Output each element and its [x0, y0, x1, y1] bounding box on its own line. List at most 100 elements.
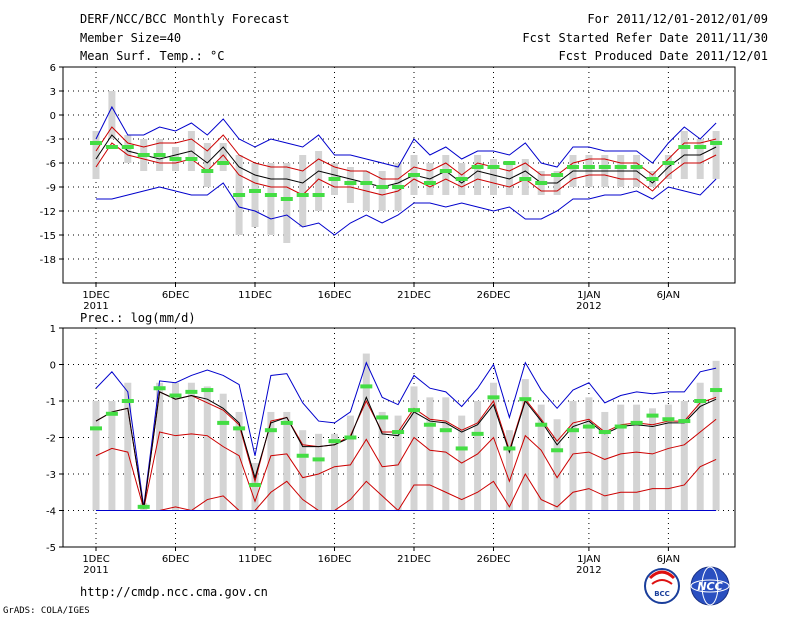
temp-xtick-label: 1JAN — [577, 290, 600, 301]
prec-member-bar — [537, 404, 545, 511]
prec-xtick-label: 21DEC — [397, 554, 431, 565]
prec-series-upper — [95, 391, 717, 509]
prec-observed-marker — [90, 426, 102, 431]
member-size: Member Size=40 — [80, 31, 182, 45]
temp-observed-marker — [137, 153, 150, 157]
prec-ytick-label: -1 — [46, 397, 56, 408]
prec-frame — [62, 327, 736, 548]
prec-observed-marker — [662, 417, 675, 422]
temp-member-bar — [108, 91, 116, 139]
temp-observed-marker — [567, 165, 579, 169]
temp-member-bar — [283, 163, 291, 243]
temp-observed-marker — [630, 165, 643, 169]
prec-series-max — [95, 361, 717, 507]
started-date: Fcst Started Refer Date 2011/11/30 — [522, 31, 768, 45]
temp-series-min — [96, 178, 717, 236]
prec-observed-marker — [264, 428, 277, 433]
prec-ytick-label: -2 — [46, 434, 56, 445]
temp-ytick-label: -12 — [40, 207, 56, 218]
temp-observed-marker — [551, 173, 564, 177]
temp-observed-marker — [169, 157, 182, 161]
prec-observed-marker — [249, 482, 261, 487]
prec-xtick-label: 16DEC — [318, 554, 352, 565]
temp-observed-marker — [201, 169, 214, 173]
temp-ytick-label: -18 — [40, 255, 56, 266]
prec-member-bar — [553, 419, 561, 511]
temp-observed-marker — [360, 181, 373, 185]
temp-observed-marker — [487, 165, 500, 169]
prec-observed-marker — [694, 399, 707, 403]
temp-observed-marker — [614, 165, 627, 169]
temp-observed-marker — [710, 141, 723, 145]
prec-observed-marker — [551, 448, 564, 453]
prec-member-bar — [490, 382, 497, 511]
temp-series-upper — [95, 126, 717, 180]
prec-observed-marker — [710, 388, 723, 393]
temp-observed-marker — [535, 181, 548, 185]
prec-observed-marker — [519, 397, 532, 402]
prec-observed-marker — [280, 420, 293, 425]
temp-member-bar — [219, 143, 227, 171]
prec-observed-marker — [503, 446, 516, 451]
temp-ytick-label: 3 — [50, 87, 56, 98]
temp-observed-marker — [646, 177, 659, 181]
temp-observed-marker — [312, 193, 325, 197]
temp-member-bar — [315, 151, 323, 211]
prec-observed-marker — [678, 419, 691, 424]
temp-ytick-label: -15 — [40, 231, 56, 242]
prec-member-bar — [633, 404, 641, 511]
prec-member-bar — [108, 401, 116, 511]
prec-observed-marker — [471, 431, 484, 436]
prec-observed-marker — [233, 426, 246, 431]
prec-member-bar — [617, 404, 625, 511]
temp-series-max — [95, 105, 717, 168]
temp-member-bar — [378, 171, 386, 211]
temp-observed-marker — [296, 193, 309, 197]
temp-ytick-label: 0 — [50, 111, 56, 122]
temp-xtick-label: 11DEC — [238, 290, 272, 301]
prec-observed-marker — [312, 457, 325, 462]
temp-observed-marker — [264, 193, 277, 197]
temp-xtick-label: 6DEC — [162, 290, 189, 301]
prec-observed-marker — [614, 424, 627, 429]
forecast-period: For 2011/12/01-2012/01/09 — [587, 12, 768, 26]
temp-frame — [62, 66, 736, 284]
prec-xtick-label: 26DEC — [477, 554, 511, 565]
temp-observed-marker — [105, 145, 118, 149]
prec-observed-marker — [201, 388, 214, 393]
svg-text:NCC: NCC — [697, 580, 722, 593]
prec-member-bar — [474, 401, 482, 511]
temp-observed-marker — [678, 145, 691, 149]
temp-member-bar — [474, 155, 482, 195]
svg-text:BCC: BCC — [654, 590, 670, 598]
prec-member-bar — [156, 382, 164, 511]
prec-member-bar — [696, 382, 704, 511]
prec-observed-marker — [169, 393, 182, 398]
precip-panel-label: Prec.: log(mm/d) — [80, 311, 196, 325]
prec-member-bar — [664, 404, 672, 511]
prec-member-bar — [172, 382, 179, 511]
prec-xtick-label: 6DEC — [162, 554, 189, 565]
agency-logos: BCC NCC — [644, 566, 730, 606]
temp-member-bar — [442, 155, 450, 195]
prec-member-bar — [267, 411, 275, 511]
temp-member-bar — [251, 163, 259, 227]
temp-xtick-year: 2011 — [83, 301, 108, 312]
source-url[interactable]: http://cmdp.ncc.cma.gov.cn — [80, 585, 268, 599]
prec-observed-marker — [344, 435, 357, 440]
prec-xtick-label: 1DEC — [82, 554, 109, 565]
temp-member-bar — [92, 131, 100, 179]
prec-xtick-year: 2011 — [83, 565, 108, 576]
prec-member-bar — [299, 430, 307, 511]
temp-ytick-label: -9 — [46, 183, 56, 194]
variable-label: Mean Surf. Temp.: °C — [80, 49, 225, 63]
temp-observed-marker — [121, 145, 134, 149]
prec-member-bar — [346, 415, 354, 511]
prec-ytick-label: 1 — [50, 324, 56, 335]
temp-observed-marker — [439, 169, 452, 173]
chart-title: DERF/NCC/BCC Monthly Forecast — [80, 12, 290, 26]
temp-member-bar — [299, 155, 307, 227]
prec-member-bar — [410, 386, 418, 511]
temp-xtick-label: 6JAN — [657, 290, 680, 301]
